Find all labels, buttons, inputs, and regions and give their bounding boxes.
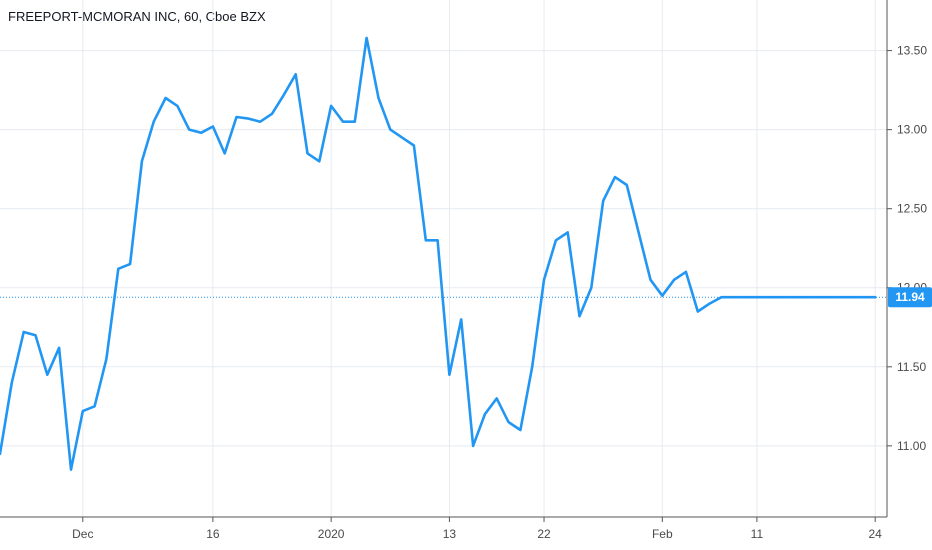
x-axis: Dec 16 2020 13 22 Feb 11 24: [0, 516, 887, 541]
x-tick-label: 16: [206, 527, 220, 541]
y-tick-label: 11.00: [897, 439, 926, 453]
last-price-label: 11.94: [895, 290, 925, 304]
x-tick-label: Dec: [72, 527, 93, 541]
y-tick-label: 13.50: [897, 44, 927, 58]
last-price-badge: [888, 287, 932, 308]
x-tick-label: 2020: [318, 527, 345, 541]
x-tick-label: Feb: [652, 527, 673, 541]
y-tick-label: 12.50: [897, 202, 927, 216]
price-line: [0, 36, 877, 471]
x-tick-label: 24: [868, 527, 882, 541]
x-tick-label: 11: [751, 527, 764, 541]
y-tick-label: 11.50: [897, 360, 926, 374]
y-tick-label: 13.00: [897, 123, 927, 137]
x-tick-label: 22: [537, 527, 551, 541]
price-series: [0, 36, 877, 471]
last-price-marker: 11.94: [0, 287, 932, 308]
grid-lines: [0, 0, 887, 517]
chart-title: FREEPORT-MCMORAN INC, 60, Cboe BZX: [8, 9, 266, 24]
x-tick-label: 13: [443, 527, 457, 541]
